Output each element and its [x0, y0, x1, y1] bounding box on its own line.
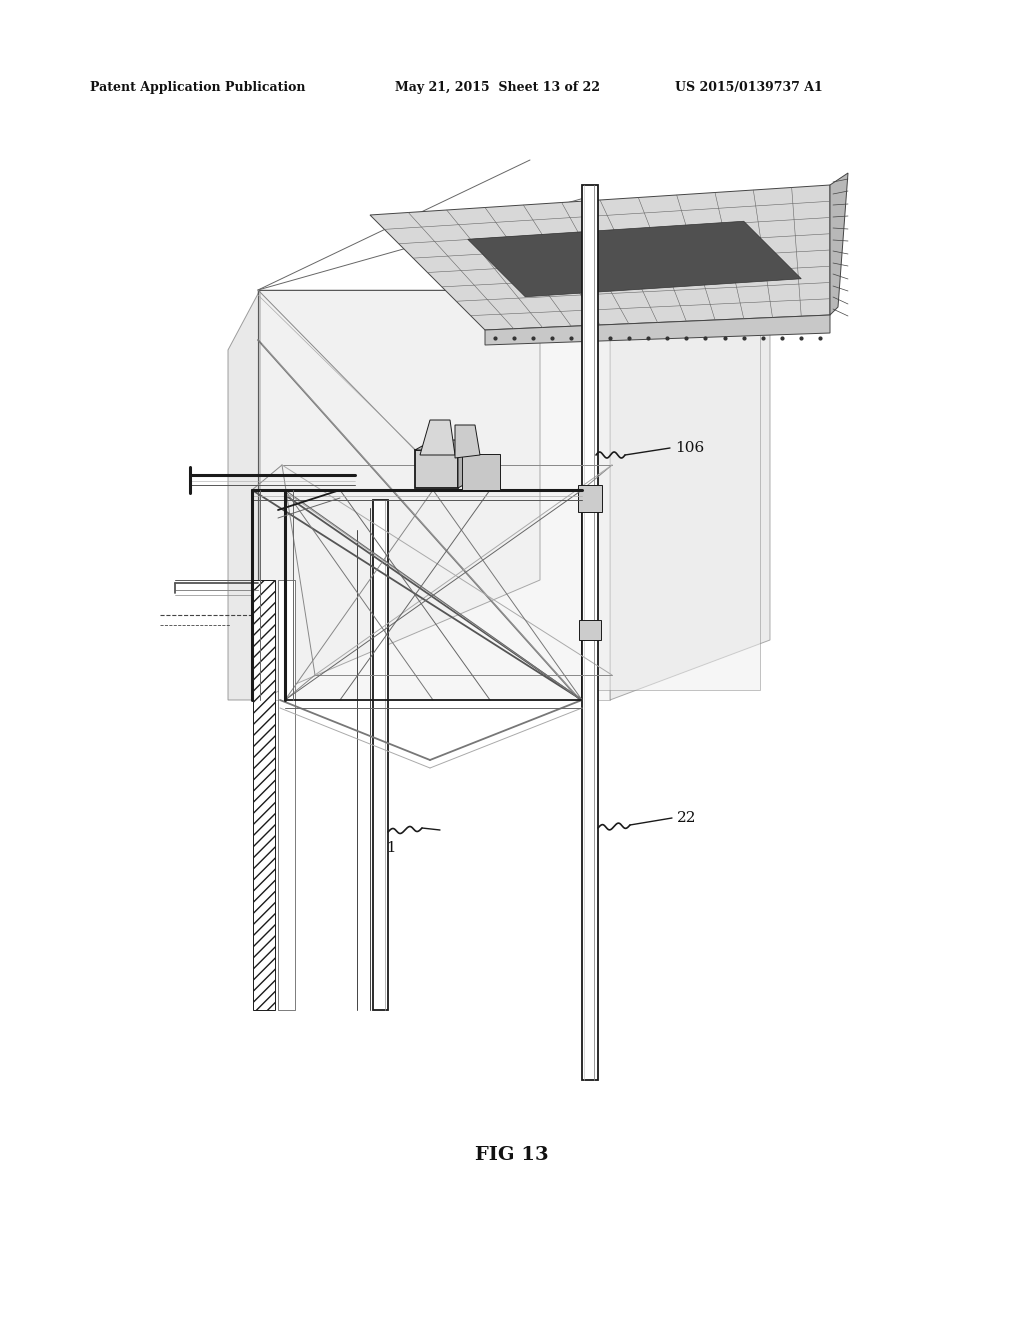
Polygon shape — [578, 484, 602, 512]
Text: 106: 106 — [675, 441, 705, 455]
Polygon shape — [579, 620, 601, 640]
Text: 22: 22 — [677, 810, 696, 825]
Polygon shape — [253, 579, 275, 1010]
Text: 21: 21 — [378, 841, 397, 855]
Polygon shape — [830, 173, 848, 315]
Polygon shape — [420, 420, 455, 455]
Polygon shape — [258, 290, 610, 700]
Polygon shape — [258, 290, 540, 700]
Text: FIG 13: FIG 13 — [475, 1146, 549, 1164]
Polygon shape — [597, 310, 760, 690]
Polygon shape — [228, 290, 260, 700]
Polygon shape — [468, 222, 801, 297]
Polygon shape — [610, 290, 770, 700]
Polygon shape — [582, 185, 598, 1080]
Polygon shape — [485, 315, 830, 345]
Text: Patent Application Publication: Patent Application Publication — [90, 82, 305, 95]
Polygon shape — [278, 579, 295, 1010]
Polygon shape — [415, 440, 476, 450]
Text: US 2015/0139737 A1: US 2015/0139737 A1 — [675, 82, 822, 95]
Polygon shape — [415, 450, 458, 488]
Polygon shape — [373, 500, 388, 1010]
Polygon shape — [370, 185, 830, 330]
Polygon shape — [455, 425, 480, 458]
Polygon shape — [462, 454, 500, 490]
Polygon shape — [458, 440, 476, 488]
Text: May 21, 2015  Sheet 13 of 22: May 21, 2015 Sheet 13 of 22 — [395, 82, 600, 95]
